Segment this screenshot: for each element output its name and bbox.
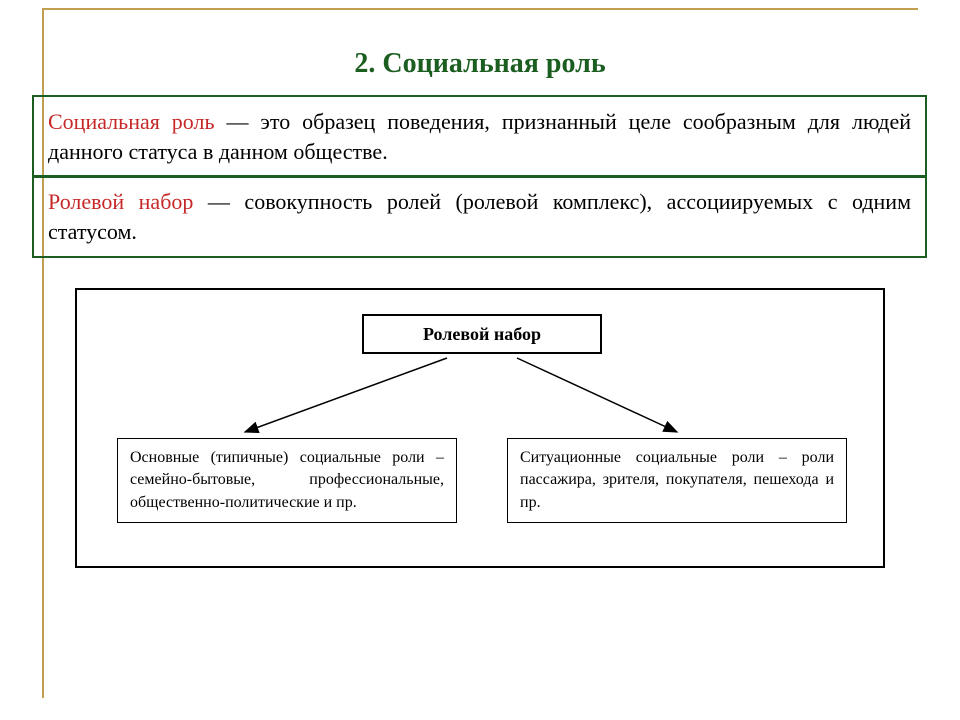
definition-term: Социальная роль (48, 109, 215, 134)
definition-box: Социальная роль — это образец поведения,… (32, 95, 927, 178)
diagram-leaf-node: Ситуационные социальные роли – роли пасс… (507, 438, 847, 523)
page-title: 2. Социальная роль (0, 48, 960, 80)
title-text: 2. Социальная роль (354, 48, 605, 79)
diagram-leaf-node: Основные (типичные) социальные роли – се… (117, 438, 457, 523)
diagram-frame: Ролевой набор Основные (типичные) социал… (75, 288, 885, 568)
diagram-root-node: Ролевой набор (362, 314, 602, 354)
definition-term: Ролевой набор (48, 189, 193, 214)
diagram-root-label: Ролевой набор (423, 324, 541, 344)
definition-box: Ролевой набор — совокупность ролей (роле… (32, 175, 927, 258)
